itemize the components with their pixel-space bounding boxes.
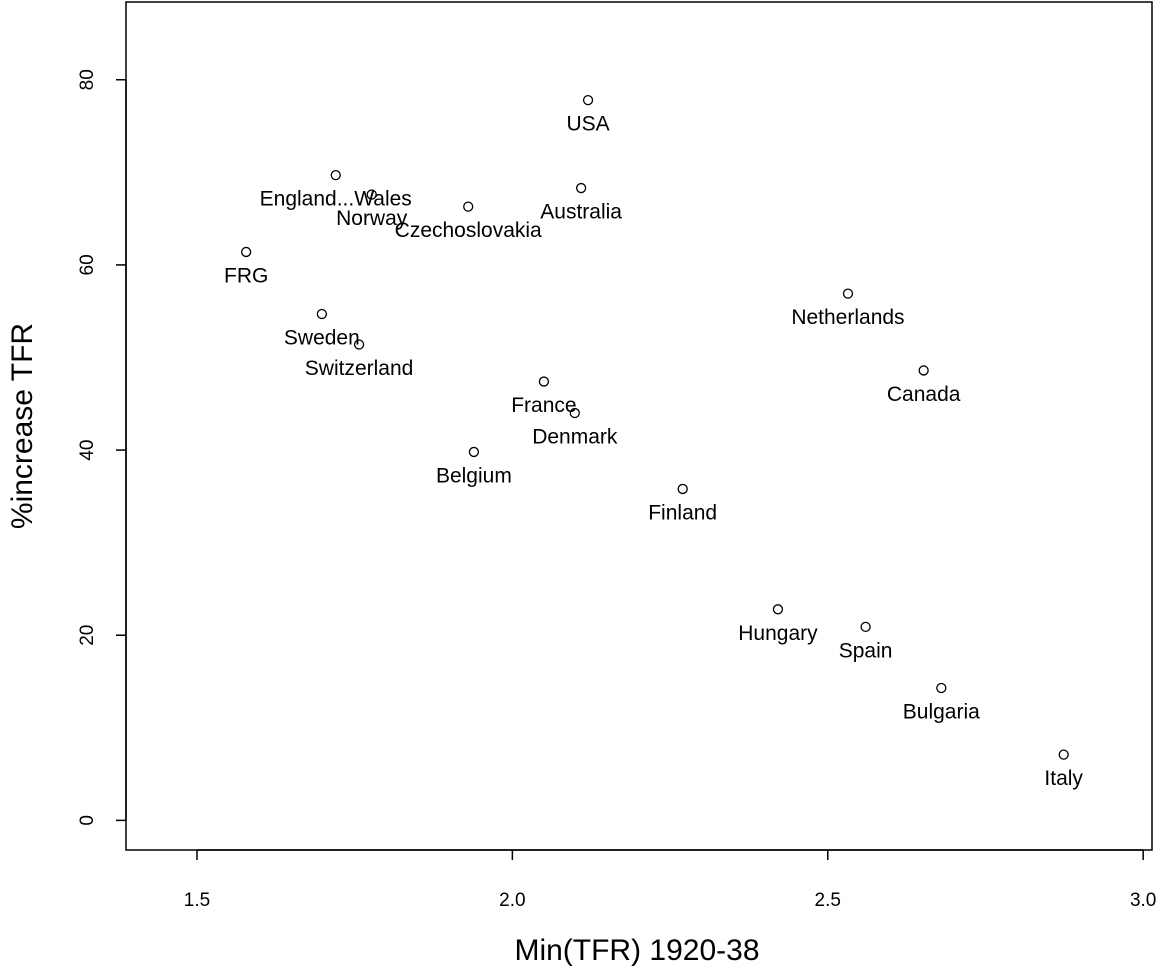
point xyxy=(241,246,252,258)
y-tick-label: 60 xyxy=(77,254,98,275)
x-tick-label: 2.5 xyxy=(815,890,841,911)
point-label: FRG xyxy=(224,265,268,288)
point-label: Italy xyxy=(1044,767,1083,790)
point-label: Norway xyxy=(336,207,408,230)
point xyxy=(316,308,328,320)
point xyxy=(772,604,784,615)
point xyxy=(569,407,580,419)
point-label: Denmark xyxy=(532,426,618,449)
point xyxy=(468,446,480,458)
point xyxy=(538,376,550,387)
point-label: Netherlands xyxy=(791,306,904,329)
point-label: Switzerland xyxy=(305,357,414,380)
point-label: Hungary xyxy=(738,622,818,645)
y-axis-label: %increase TFR xyxy=(6,323,39,529)
plot-box xyxy=(125,1,1153,851)
point xyxy=(330,169,341,181)
point xyxy=(936,682,947,694)
point-label: Bulgaria xyxy=(903,701,980,724)
y-tick-label: 0 xyxy=(77,815,98,826)
point-label: France xyxy=(511,394,576,417)
y-tick-label: 20 xyxy=(77,625,98,646)
point-label: Finland xyxy=(648,501,717,524)
point-label: Spain xyxy=(839,639,893,662)
x-tick-label: 3.0 xyxy=(1130,890,1156,911)
point-label: Sweden xyxy=(284,327,360,350)
point xyxy=(575,182,587,194)
point-label: England...Wales xyxy=(260,188,412,211)
x-axis-label: Min(TFR) 1920-38 xyxy=(514,934,759,967)
x-tick-label: 1.5 xyxy=(184,890,210,911)
point xyxy=(366,189,377,200)
point-label: Belgium xyxy=(436,464,512,487)
point xyxy=(353,339,365,350)
point xyxy=(463,201,474,212)
point-label: Czechoslovakia xyxy=(395,219,542,242)
y-tick-label: 40 xyxy=(77,439,98,460)
point-label: Canada xyxy=(887,383,961,406)
point xyxy=(860,621,871,633)
y-tick-label: 80 xyxy=(77,69,98,90)
point xyxy=(582,94,594,106)
point xyxy=(918,365,929,376)
point-label: Australia xyxy=(540,201,622,224)
point xyxy=(842,288,854,299)
x-tick-label: 2.0 xyxy=(499,890,525,911)
point xyxy=(677,483,688,495)
point-label: USA xyxy=(566,113,609,136)
point xyxy=(1058,749,1069,760)
